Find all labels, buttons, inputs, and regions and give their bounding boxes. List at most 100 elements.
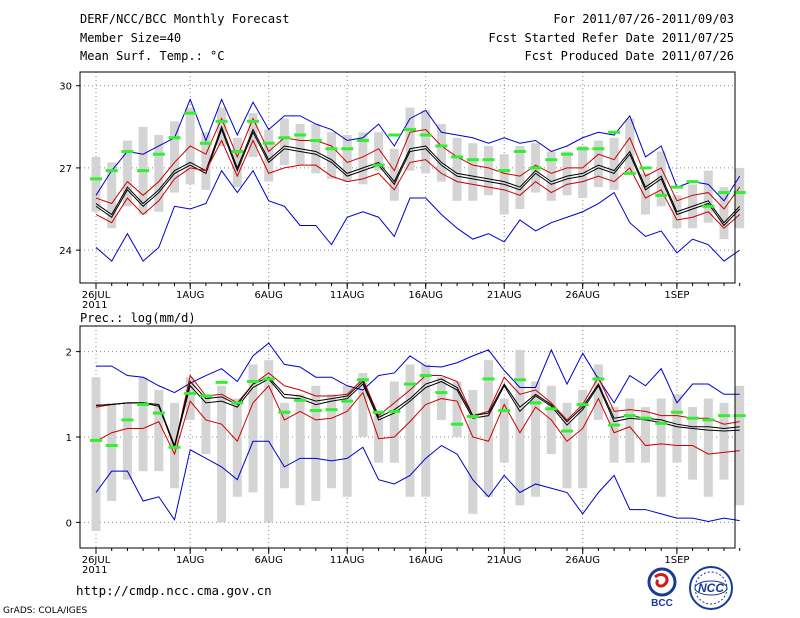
green-marker	[466, 158, 479, 162]
spread-box	[484, 145, 493, 196]
x-tick-label: 11AUG	[330, 555, 365, 566]
x-tick-year-label: 2011	[82, 565, 107, 576]
green-marker	[718, 191, 730, 195]
spread-box	[719, 187, 729, 240]
temperature-variable-label: Mean Surf. Temp.: °C	[80, 49, 225, 63]
series-min-line	[95, 169, 740, 262]
green-marker	[356, 139, 369, 143]
spread-box	[452, 137, 462, 201]
spread-box	[421, 364, 431, 497]
green-marker	[215, 119, 228, 123]
green-marker	[592, 377, 605, 381]
member-size: Member Size=40	[80, 31, 182, 45]
spread-box	[107, 162, 117, 229]
spread-box	[264, 129, 274, 182]
x-tick-label: 1AUG	[176, 555, 204, 566]
green-marker	[262, 377, 275, 381]
y-tick-label: 2	[66, 348, 72, 359]
spread-box	[217, 385, 227, 523]
green-marker	[278, 136, 291, 140]
series-p25-line	[95, 384, 740, 456]
green-marker	[498, 169, 511, 173]
green-marker	[513, 149, 526, 153]
green-marker	[702, 204, 715, 208]
spread-box	[154, 135, 164, 212]
chart-title: DERF/NCC/BCC Monthly Forecast	[80, 12, 290, 26]
x-tick-label: 26JUL	[82, 290, 111, 301]
green-marker	[231, 401, 244, 405]
spread-box	[578, 145, 588, 199]
green-marker	[686, 416, 699, 420]
spread-box	[719, 402, 729, 480]
spread-box	[484, 360, 493, 497]
green-marker	[419, 133, 432, 137]
green-marker	[341, 147, 354, 151]
green-marker	[231, 149, 244, 153]
green-marker	[608, 130, 621, 134]
green-marker	[498, 409, 511, 413]
x-tick-label: 16AUG	[408, 555, 443, 566]
x-tick-label: 21AUG	[487, 290, 522, 301]
spread-box	[248, 113, 258, 157]
x-tick-label: 6AUG	[255, 555, 283, 566]
green-marker	[199, 394, 212, 398]
green-marker	[576, 403, 589, 407]
green-marker	[215, 380, 228, 384]
x-tick-year-label: 2011	[82, 300, 107, 311]
green-marker	[670, 185, 683, 189]
green-marker	[451, 422, 464, 426]
spread-box	[232, 398, 242, 497]
spread-box	[389, 148, 399, 201]
spread-box	[593, 364, 603, 420]
spread-box	[641, 407, 650, 463]
spread-box	[609, 137, 619, 190]
series-min-line	[95, 440, 740, 523]
spread-box	[421, 110, 431, 174]
green-marker	[168, 445, 181, 449]
spread-box	[593, 140, 603, 188]
green-marker	[294, 133, 307, 137]
spread-box	[342, 135, 352, 182]
forecast-started-date: Fcst Started Refer Date 2011/07/25	[488, 31, 734, 45]
green-marker	[655, 421, 668, 425]
series-mean-line	[95, 125, 741, 224]
source-url[interactable]: http://cmdp.ncc.cma.gov.cn	[76, 583, 272, 598]
green-marker	[513, 378, 526, 382]
plot-frame	[79, 71, 736, 284]
green-marker	[90, 438, 102, 442]
green-marker	[121, 418, 134, 422]
spread-box	[499, 398, 509, 463]
green-marker	[152, 152, 165, 156]
spread-box	[185, 377, 195, 420]
green-marker	[639, 166, 652, 170]
green-marker	[529, 401, 542, 405]
x-tick-label: 1SEP	[664, 290, 689, 301]
spread-box	[703, 398, 713, 497]
green-marker	[419, 374, 432, 378]
spread-box	[91, 377, 101, 531]
green-marker	[372, 163, 385, 167]
spread-box	[515, 145, 525, 210]
spread-box	[452, 381, 462, 437]
ncc-logo: NCC	[688, 566, 734, 610]
bcc-logo-text: BCC	[651, 598, 673, 609]
spread-box	[436, 124, 446, 182]
green-marker	[435, 144, 448, 148]
spread-box	[201, 132, 211, 190]
green-marker	[184, 111, 197, 115]
y-tick-label: 24	[59, 246, 72, 257]
spread-box	[546, 151, 556, 201]
spread-box	[295, 124, 305, 166]
forecast-period: For 2011/07/26-2011/09/03	[553, 12, 734, 26]
spread-box	[279, 118, 289, 166]
green-marker	[718, 414, 730, 418]
spread-box	[625, 118, 635, 174]
series-median-line	[95, 378, 740, 449]
green-marker	[325, 147, 338, 151]
green-marker	[576, 147, 589, 151]
green-marker	[466, 415, 479, 419]
grads-credit: GrADS: COLA/IGES	[3, 606, 88, 616]
x-tick-label: 21AUG	[487, 555, 522, 566]
spread-box	[374, 411, 384, 463]
